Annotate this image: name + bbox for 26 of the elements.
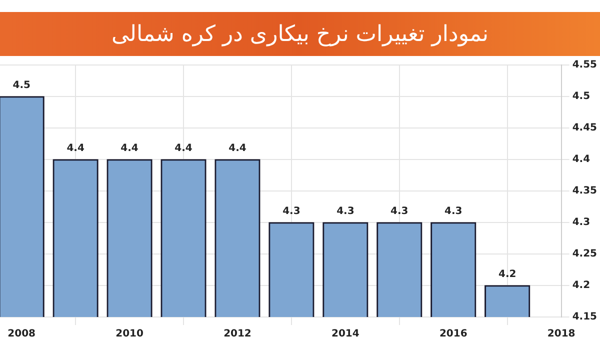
y-tick-label: 4.2: [572, 280, 590, 292]
x-tick-label: 2016: [439, 328, 468, 340]
y-tick-label: 4.55: [572, 60, 598, 71]
data-label: 4.3: [444, 206, 462, 218]
y-tick-label: 4.3: [572, 217, 590, 228]
x-tick-label: 2010: [116, 328, 144, 340]
x-tick-label: 2014: [332, 328, 360, 340]
y-tick-label: 4.5: [572, 91, 590, 102]
x-tick-label: 2012: [224, 328, 252, 340]
y-tick-label: 4.45: [572, 122, 598, 134]
data-label: 4.3: [282, 206, 300, 218]
data-label: 4.2: [498, 269, 516, 280]
data-label: 4.5: [12, 80, 30, 92]
y-tick-label: 4.4: [572, 154, 590, 166]
data-label: 4.4: [228, 143, 246, 154]
y-tick-label: 4.25: [572, 248, 598, 260]
data-label: 4.3: [390, 206, 408, 218]
data-label: 4.4: [66, 143, 84, 154]
data-label: 4.4: [120, 143, 138, 154]
y-tick-label: 4.35: [572, 186, 598, 197]
data-label: 4.3: [336, 206, 354, 218]
data-label: 4.4: [174, 143, 192, 154]
x-tick-label: 2008: [8, 328, 36, 340]
x-tick-label: 2018: [547, 328, 576, 340]
chart-title: نمودار تغییرات نرخ بیکاری در کره شمالی: [111, 22, 489, 46]
y-tick-label: 4.15: [572, 312, 598, 323]
